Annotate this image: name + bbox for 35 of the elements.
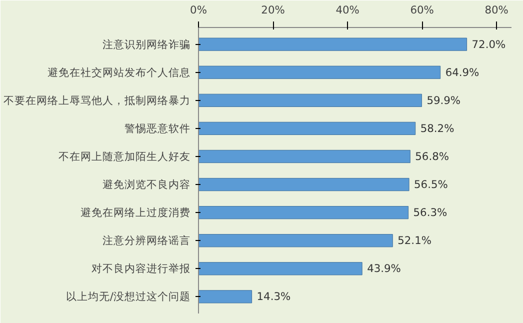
bar [198,262,362,276]
bar [198,66,441,79]
data-label: 64.9% [445,66,480,79]
data-label: 59.9% [426,94,461,107]
data-label: 43.9% [367,262,401,276]
data-label: 58.2% [420,122,454,135]
y-tick-label: 警惕恶意软件 [124,122,190,135]
data-label: 14.3% [256,290,291,304]
data-label: 52.1% [398,234,432,248]
bar [198,206,409,220]
y-tick-label: 对不良内容进行举报 [92,262,190,276]
x-tick-label: 0% [190,4,207,16]
data-label: 56.5% [414,178,448,192]
x-tick-label: 20% [261,4,285,16]
y-tick-label: 不要在网络上辱骂他人，抵制网络暴力 [4,94,190,107]
y-tick-label: 避免在社交网站发布个人信息 [48,66,190,79]
bar [198,234,393,248]
x-tick-label: 60% [410,4,434,16]
y-tick-label: 注意分辨网络谣言 [102,234,190,248]
y-tick-label: 避免浏览不良内容 [102,178,190,192]
bar [198,178,410,192]
bar [198,150,410,164]
y-tick-label: 避免在网络上过度消费 [80,206,190,220]
y-tick-label: 不在网上随意加陌生人好友 [58,150,190,163]
x-tick-label: 40% [336,4,360,16]
bar [198,290,252,304]
data-label: 72.0% [472,38,506,51]
bar [198,38,468,51]
bar [198,122,416,135]
data-label: 56.8% [415,150,450,163]
y-tick-label: 以上均无/没想过这个问题 [66,290,191,304]
x-tick-label: 80% [484,4,508,16]
bar [198,94,422,107]
data-label: 56.3% [413,206,448,220]
y-tick-label: 注意识别网络诈骗 [102,38,190,51]
